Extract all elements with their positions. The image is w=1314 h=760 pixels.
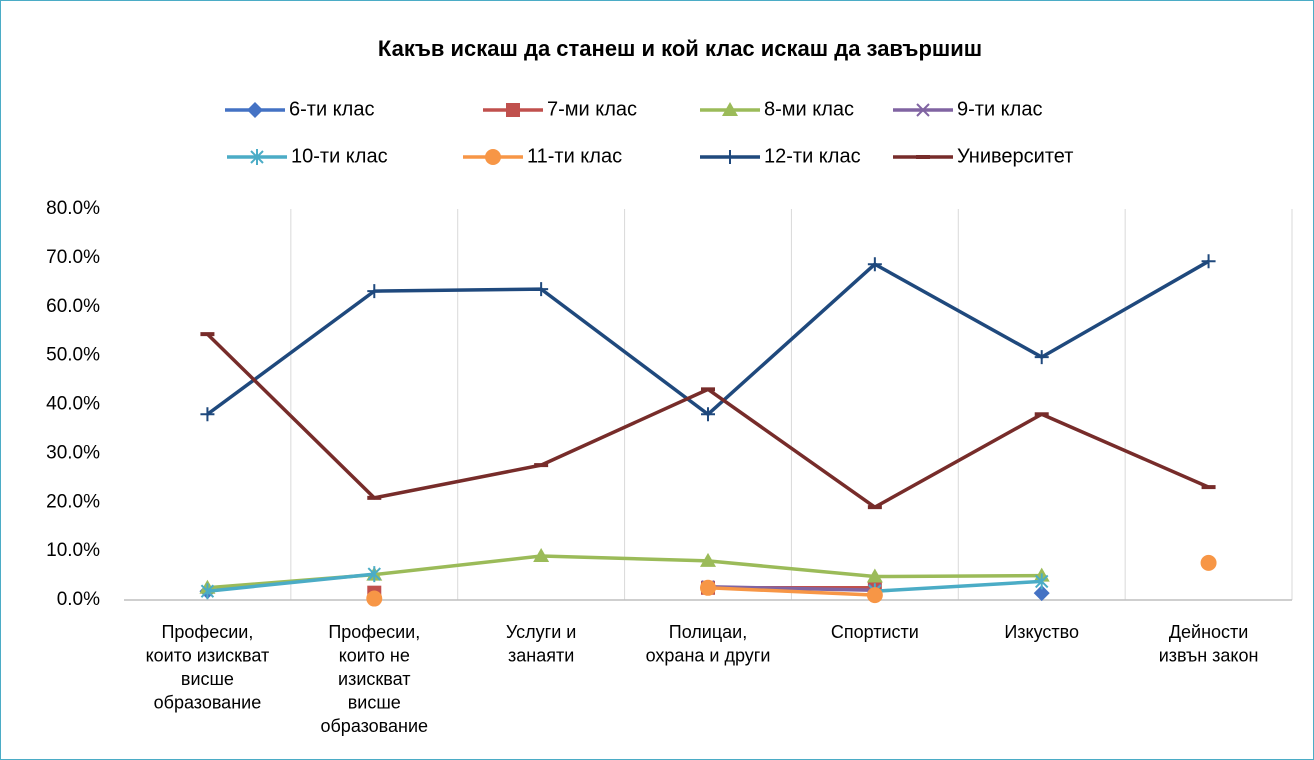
x-tick-label: Спортисти (831, 622, 919, 642)
x-tick-label-line: извън закон (1159, 645, 1259, 665)
marker (1201, 254, 1216, 269)
y-tick-label: 50.0% (46, 345, 100, 366)
marker (533, 548, 550, 563)
marker (247, 102, 263, 118)
legend-label: 11-ти клас (527, 145, 622, 167)
marker (534, 282, 549, 297)
marker (200, 407, 215, 422)
chart-title: Какъв искаш да станеш и кой клас искаш д… (378, 36, 982, 61)
x-tick-label: Професии, които не изискват висше образовани… (320, 622, 428, 736)
legend-label: 7-ми клас (547, 98, 637, 120)
marker (506, 103, 520, 117)
x-tick-label-line: висше (348, 692, 401, 712)
marker (700, 579, 716, 596)
legend-label: 10-ти клас (291, 145, 388, 167)
x-tick-label-line: изискват (338, 669, 410, 689)
y-tick-label: 60.0% (46, 296, 100, 317)
marker (1035, 573, 1049, 590)
marker (701, 407, 715, 422)
x-tick-label-line: образование (154, 692, 262, 712)
y-tick-label: 10.0% (46, 540, 100, 561)
marker (485, 149, 501, 165)
marker (867, 257, 882, 272)
x-tick-label-line: занаяти (508, 645, 574, 665)
marker (250, 149, 264, 165)
marker (1200, 554, 1217, 571)
legend-label: 8-ми клас (764, 98, 854, 120)
series-line (207, 572, 1042, 593)
y-tick-label: 20.0% (46, 491, 100, 512)
x-tick-label-line: охрана и други (646, 645, 771, 665)
x-tick-label: Полицаи, охрана и други (646, 622, 771, 666)
x-tick-label: Професии, които изискват висше образование (146, 622, 270, 713)
y-tick-label: 70.0% (46, 247, 100, 268)
legend-label: 12-ти клас (764, 145, 861, 167)
marker (866, 568, 883, 583)
x-tick-label-line: Спортисти (831, 622, 919, 642)
x-tick-label-line: образование (320, 716, 428, 736)
marker (366, 590, 383, 607)
x-tick-label: Дейности извън закон (1159, 622, 1259, 666)
y-tick-label: 0.0% (57, 589, 100, 610)
legend-label: Университет (957, 145, 1073, 167)
x-tick-label-line: Изкуство (1004, 622, 1079, 642)
legend-label: 9-ти клас (957, 98, 1042, 120)
y-tick-label: 40.0% (46, 394, 100, 415)
series-line (707, 585, 875, 592)
x-tick-label: Изкуство (1004, 622, 1079, 642)
x-tick-label-line: висше (181, 669, 234, 689)
marker (200, 583, 215, 600)
marker (866, 587, 883, 604)
marker (723, 150, 737, 164)
y-tick-label: 30.0% (46, 442, 100, 463)
legend-label: 6-ти клас (289, 98, 374, 120)
x-tick-label-line: Професии, (328, 622, 420, 642)
x-tick-label-line: Професии, (161, 622, 253, 642)
x-tick-label-line: които изискват (146, 645, 270, 665)
marker (700, 552, 716, 567)
marker (367, 284, 382, 299)
marker (916, 103, 930, 117)
marker (367, 566, 381, 583)
marker (1033, 585, 1050, 602)
marker (1034, 350, 1049, 365)
y-tick-label: 80.0% (46, 198, 100, 219)
x-tick-label-line: Дейности (1169, 622, 1249, 642)
x-tick-label: Услуги и занаяти (506, 622, 576, 666)
x-tick-label-line: Услуги и (506, 622, 576, 642)
marker (722, 102, 738, 116)
x-tick-label-line: които не (339, 645, 410, 665)
x-tick-label-line: Полицаи, (669, 622, 748, 642)
